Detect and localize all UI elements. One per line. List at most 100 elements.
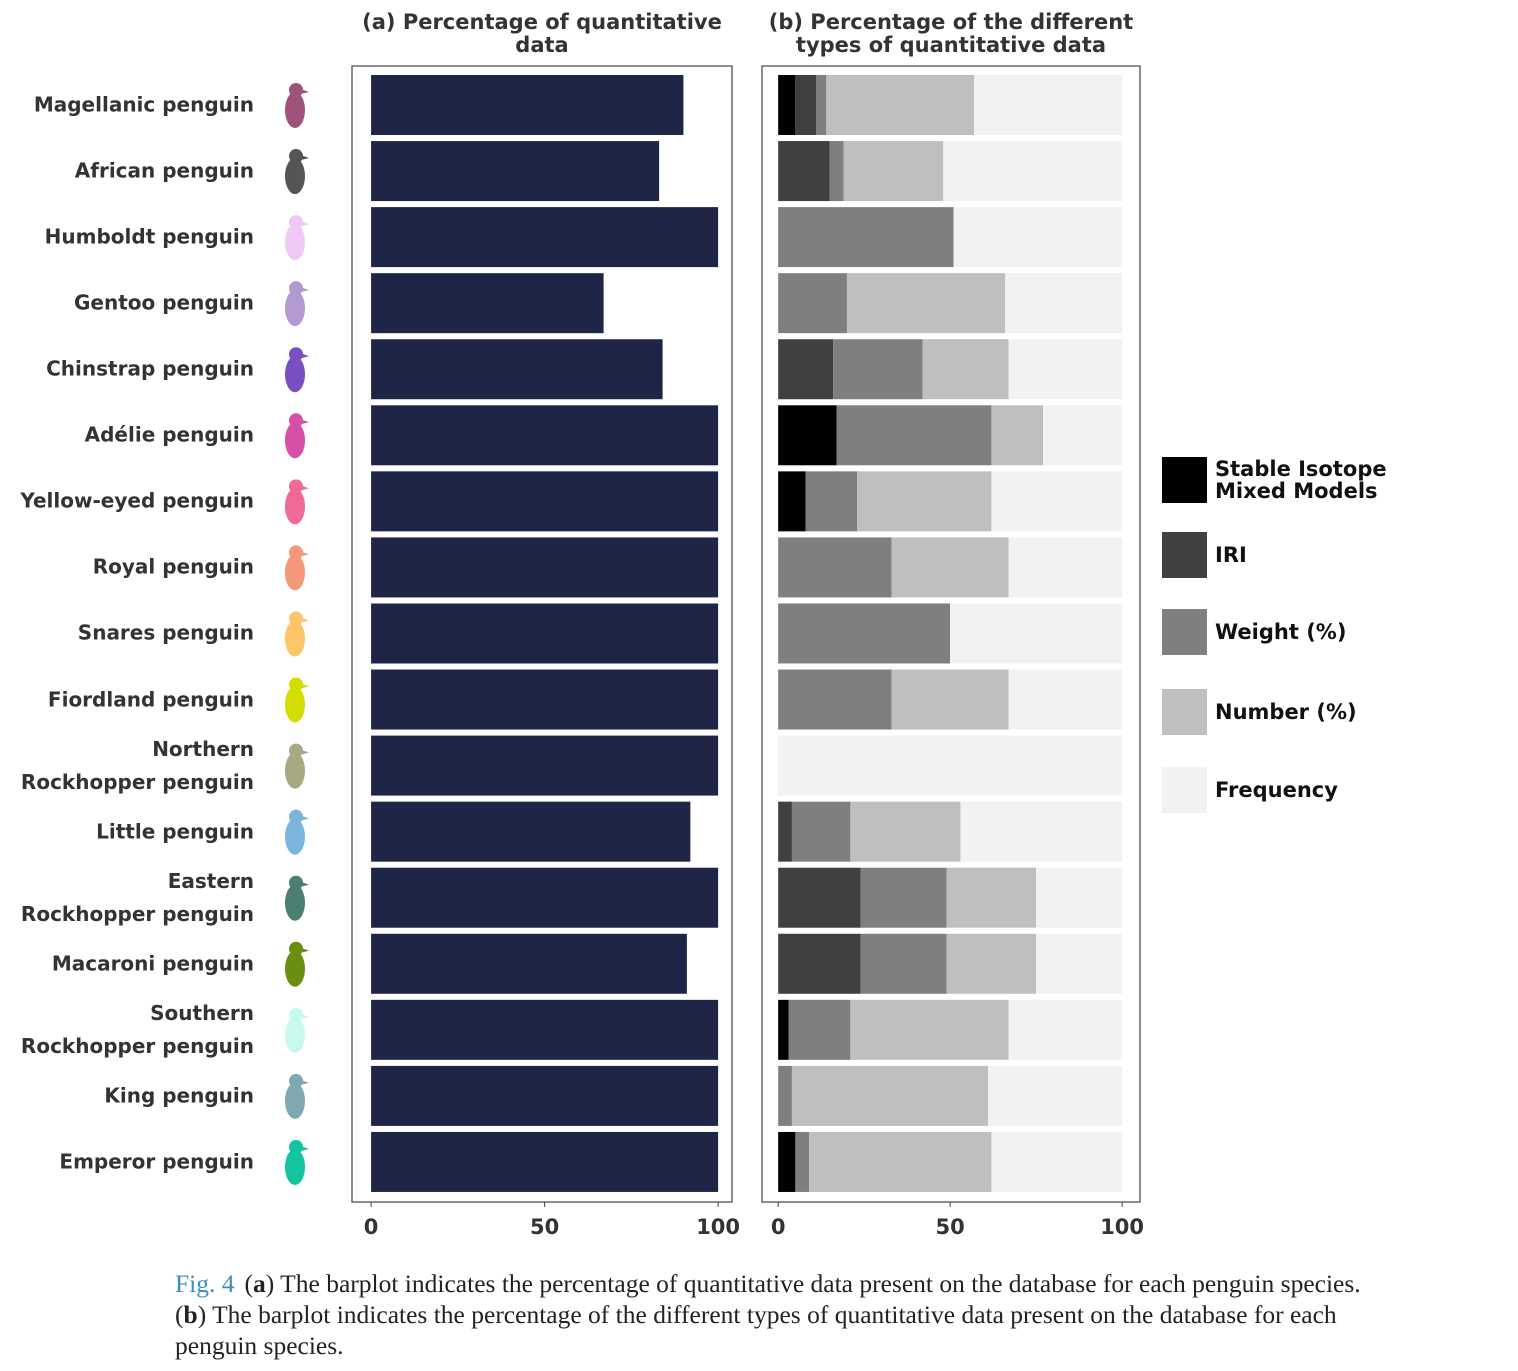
penguin-icon [285,224,305,261]
bar-segment [816,75,827,135]
bar-segment [891,669,1009,730]
bar-segment [791,1065,988,1126]
bar [371,207,719,268]
bar-segment [1008,999,1123,1060]
bar-segment [778,471,806,532]
category-label: King penguin [104,1083,254,1108]
penguin-icon [301,749,309,755]
category-label: Yellow-eyed penguin [20,488,254,513]
bar-segment [991,405,1044,466]
caption-text: a [253,1269,266,1298]
caption-text: b [183,1300,198,1329]
penguin-icon [289,809,303,824]
category-label: Emperor penguin [59,1149,254,1174]
legend-swatch [1162,609,1207,655]
bar-segment [960,801,1123,862]
bar-segment [788,999,851,1060]
bar [371,537,719,598]
x-tick-label: 0 [363,1215,379,1239]
penguin-icon [301,815,309,821]
penguin-icon [289,281,303,296]
bar-segment [778,1131,796,1192]
category-label: Southern Rockhopper penguin [20,1000,254,1058]
legend-label: IRI [1215,543,1247,567]
bar-segment [791,801,851,862]
panel-border [351,65,733,1203]
legend-swatch [1162,689,1207,735]
penguin-icon [285,620,305,657]
penguin-icon [301,221,309,227]
penguin-icon [289,83,303,97]
penguin-icon [285,554,305,591]
bar-segment [843,141,944,202]
bar [371,933,687,994]
bar-segment [1036,933,1123,994]
bar-segment [809,1131,992,1192]
bar-segment [778,735,1123,796]
penguin-icon [285,290,305,327]
caption-text: ) The barplot indicates the percentage o… [175,1269,1361,1329]
penguin-icon [301,551,309,557]
penguin-icon [301,353,309,359]
category-label: Chinstrap penguin [46,356,254,381]
penguin-icon [301,89,309,94]
bar [371,75,684,135]
bar-segment [778,207,954,268]
penguin-icon [289,677,303,692]
bar-segment [1005,273,1123,334]
penguin-icon [289,413,303,428]
bar-segment [778,75,796,135]
bar-segment [1008,537,1123,598]
bar-segment [946,867,1037,928]
bar-segment [950,603,1123,664]
penguin-icon [285,488,305,525]
category-label: Northern Rockhopper penguin [20,736,254,794]
penguin-icon [285,752,305,789]
bar-segment [987,1065,1123,1126]
legend-swatch [1162,532,1207,578]
caption-text: ) The barplot indicates the percentage o… [175,1300,1337,1360]
category-label: Adélie penguin [84,422,254,447]
panel-border [761,65,1141,1203]
penguin-icon [285,1016,305,1053]
penguin-icon [301,419,309,425]
penguin-icon [285,1082,305,1119]
penguin-icon [289,479,303,494]
penguin-icon [301,1013,309,1019]
x-tick-label: 100 [696,1215,741,1239]
bar-segment [795,75,816,135]
category-label: Humboldt penguin [44,224,254,249]
x-tick-label: 50 [935,1215,965,1239]
bar-segment [1036,867,1123,928]
bar-segment [1008,669,1123,730]
penguin-icon [285,1148,305,1185]
bar-segment [829,141,844,202]
penguin-icon [289,743,303,758]
bar-segment [991,1131,1123,1192]
penguin-icon [301,881,309,887]
penguin-icon [301,683,309,689]
legend-swatch [1162,767,1207,813]
bar-segment [833,339,923,400]
bar [371,471,719,532]
penguin-icon [301,1079,309,1085]
bar-segment [860,933,947,994]
bar-segment [778,1065,792,1126]
penguin-icon [289,1007,303,1022]
bar-segment [778,867,861,928]
bar-segment [846,273,1006,334]
bar [371,1065,719,1126]
penguin-icon [285,92,305,128]
penguin-icon [301,485,309,491]
category-label: Eastern Rockhopper penguin [20,868,254,926]
bar-segment [778,933,861,994]
bar-segment [943,141,1123,202]
legend-label: Stable Isotope Mixed Models [1215,457,1387,503]
bar-segment [805,471,858,532]
bar-segment [795,1131,810,1192]
x-tick-label: 100 [1100,1215,1145,1239]
bar-segment [778,537,892,598]
bar [371,999,719,1060]
bar-segment [778,801,792,862]
category-label: Gentoo penguin [74,290,254,315]
